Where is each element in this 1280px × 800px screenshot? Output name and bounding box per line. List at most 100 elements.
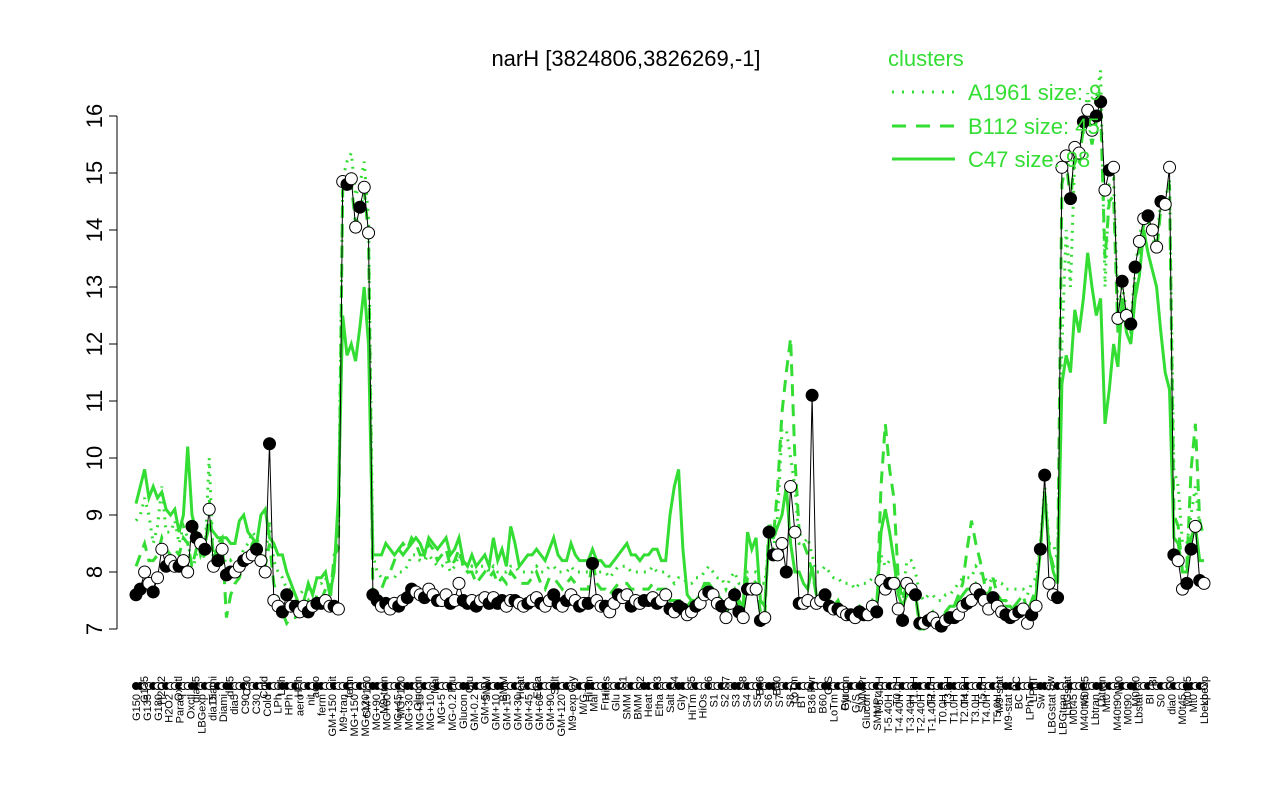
x-tick-label: S7 xyxy=(720,676,732,689)
data-point xyxy=(1184,542,1198,556)
data-point xyxy=(202,502,216,516)
x-tick-label: Cold xyxy=(259,676,271,699)
x-tick-label: C30 xyxy=(242,676,254,696)
x-tick-label: SMM xyxy=(621,694,633,720)
x-tick-label: LoTm xyxy=(789,676,801,704)
x-tick-label: MG+5 xyxy=(436,694,448,724)
x-tick-label: Paraq xyxy=(175,694,187,723)
y-tick-label: 14 xyxy=(82,218,107,242)
x-tick-label: MG+120 xyxy=(360,694,372,737)
data-point xyxy=(181,565,195,579)
x-tick-label: Diami xyxy=(218,694,230,722)
x-tick-label: Sw xyxy=(1036,694,1048,709)
x-tick-label: MG+120 xyxy=(395,676,407,719)
x-tick-label: T-3.40H xyxy=(905,694,917,733)
x-tick-label: GM+90 xyxy=(545,694,557,730)
data-point xyxy=(185,519,199,533)
x-tick-label: T2.0H xyxy=(959,694,971,724)
data-point xyxy=(891,602,905,616)
x-tick-label: LBGtran xyxy=(1057,694,1069,735)
data-point xyxy=(719,611,733,625)
x-tick-label: M0t90 xyxy=(1131,676,1143,707)
data-point xyxy=(1094,95,1108,109)
x-tick-label: Diami xyxy=(207,676,219,704)
x-tick-label: aero xyxy=(310,676,322,698)
x-tick-label: SMMPr xyxy=(857,676,869,713)
x-tick-label: M9-tran xyxy=(378,676,390,714)
cluster-line-c47 xyxy=(134,229,1204,625)
x-tick-label: Lbtran xyxy=(1096,676,1108,707)
x-tick-label: Salt xyxy=(665,694,677,713)
x-tick-label: B60 xyxy=(818,694,830,714)
x-tick-label: T5.0H xyxy=(977,676,989,706)
data-point xyxy=(1150,240,1164,254)
data-point xyxy=(258,565,272,579)
chart-title: narH [3824806,3826269,-1] xyxy=(491,46,760,71)
data-point xyxy=(870,605,884,619)
x-tick-label: S4 xyxy=(669,676,681,689)
x-tick-label: MG-0.2 xyxy=(447,694,459,731)
data-point xyxy=(1051,591,1065,605)
y-tick-label: 16 xyxy=(82,104,107,128)
data-point xyxy=(215,542,229,556)
data-point xyxy=(1076,115,1090,129)
x-tick-label: HiOs xyxy=(698,694,710,719)
x-tick-label: BC xyxy=(1011,676,1023,691)
x-tick-label: G150 xyxy=(131,694,143,721)
x-tick-label: S4 xyxy=(741,694,753,707)
data-point xyxy=(344,172,358,186)
legend-label-b112: B112 size: 45 xyxy=(968,114,1100,139)
x-tick-label: T-4.40H xyxy=(894,694,906,733)
data-point xyxy=(1033,542,1047,556)
x-tick-label: Glu xyxy=(611,694,623,711)
data-point xyxy=(331,602,345,616)
x-tick-label: MG+45 xyxy=(393,694,405,730)
x-tick-label: C30 xyxy=(251,694,263,714)
data-point xyxy=(1132,234,1146,248)
data-point xyxy=(1107,160,1121,174)
x-tick-label: M40t45 xyxy=(1079,694,1091,731)
data-point xyxy=(585,556,599,570)
x-tick-label: S5 xyxy=(686,676,698,689)
x-tick-label: Salt xyxy=(549,676,561,695)
x-tick-label: B60 xyxy=(772,676,784,696)
x-tick-label: Mt0 xyxy=(1114,676,1126,694)
data-point xyxy=(146,585,160,599)
data-point xyxy=(779,565,793,579)
y-tick-label: 9 xyxy=(82,509,107,521)
data-point xyxy=(176,554,190,568)
data-point xyxy=(1171,554,1185,568)
data-point xyxy=(1180,576,1194,590)
data-point xyxy=(818,588,832,602)
x-tick-label: Fru xyxy=(447,676,459,693)
x-tick-label: SMM xyxy=(481,676,493,702)
data-point xyxy=(1188,519,1202,533)
y-tick-labels: 7 8 9 10 11 12 13 14 15 16 xyxy=(82,104,107,635)
data-point xyxy=(353,200,367,214)
x-tick-label: Gly xyxy=(676,694,688,711)
x-tick-label: HiTm xyxy=(584,676,596,702)
y-tick-label: 8 xyxy=(82,566,107,578)
x-tick-label: Cold xyxy=(262,694,274,717)
rug-point xyxy=(1200,682,1208,690)
x-tick-label: GM+120 xyxy=(556,694,568,737)
x-tick-label: ferm xyxy=(344,676,356,698)
y-tick-label: 12 xyxy=(82,332,107,356)
x-tick-label: G/S xyxy=(850,694,862,713)
x-tick-label: T0.0H xyxy=(937,694,949,724)
x-tick-label: Heat xyxy=(643,694,655,717)
x-tick-label: HiTm xyxy=(687,694,699,720)
x-tick-label: M0t45 xyxy=(1177,694,1189,725)
x-tick-label: M9-exp xyxy=(567,694,579,731)
data-point xyxy=(908,588,922,602)
x-tick-label: HiOs xyxy=(601,676,613,701)
x-tick-label: Heat xyxy=(515,676,527,699)
x-tick-label: BI xyxy=(1145,694,1157,704)
x-tick-label: M9-tran xyxy=(338,694,350,732)
x-tick-label: T4.0H xyxy=(981,694,993,724)
data-point xyxy=(452,576,466,590)
x-tick-label: M0t45 xyxy=(1079,676,1091,707)
x-tick-label: LBGstat xyxy=(1062,676,1074,716)
data-point xyxy=(362,226,376,240)
